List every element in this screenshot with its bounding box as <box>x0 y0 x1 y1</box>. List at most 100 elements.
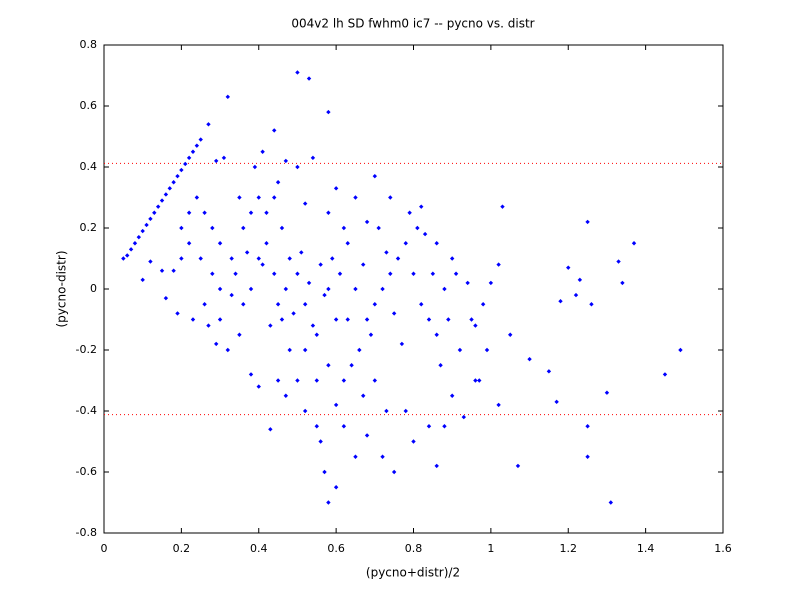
point <box>438 363 443 368</box>
point <box>248 210 254 215</box>
point <box>585 219 590 225</box>
point <box>341 424 347 429</box>
point <box>159 268 165 273</box>
point <box>175 311 180 316</box>
point <box>411 439 416 444</box>
point <box>318 439 323 444</box>
point <box>391 469 397 475</box>
point <box>310 155 316 161</box>
point <box>302 408 308 414</box>
point <box>272 195 277 200</box>
point <box>302 201 308 206</box>
point <box>241 225 246 231</box>
point <box>275 378 281 383</box>
point <box>585 424 590 429</box>
point <box>140 228 145 234</box>
point <box>155 204 161 209</box>
point <box>260 149 265 154</box>
point <box>272 271 277 276</box>
point <box>341 378 347 383</box>
point <box>589 302 594 307</box>
point <box>434 241 439 246</box>
point <box>248 286 254 292</box>
point <box>314 378 319 383</box>
y-tick-label: -0.4 <box>76 404 97 417</box>
point <box>248 372 254 377</box>
x-tick-label: 1.4 <box>637 542 655 555</box>
point <box>604 390 610 395</box>
point <box>442 286 447 292</box>
point <box>380 286 385 292</box>
plot-frame <box>103 44 724 534</box>
point <box>306 76 312 81</box>
point <box>496 262 501 267</box>
point <box>318 262 323 267</box>
point <box>152 210 157 215</box>
x-tick-label: 0 <box>101 542 108 555</box>
point <box>241 302 246 307</box>
chart-title: 004v2 lh SD fwhm0 ic7 -- pycno vs. distr <box>291 17 534 31</box>
point <box>252 164 258 170</box>
point <box>295 378 300 383</box>
point <box>121 256 126 261</box>
point <box>326 363 331 368</box>
point <box>388 195 393 200</box>
point <box>136 234 142 240</box>
x-tick-label: 0.2 <box>173 542 191 555</box>
point <box>500 204 505 209</box>
point <box>384 408 389 414</box>
point <box>206 323 211 328</box>
point <box>361 262 366 267</box>
point <box>465 280 470 286</box>
point <box>608 500 614 505</box>
point <box>194 143 200 148</box>
y-tick-label: -0.6 <box>76 465 97 478</box>
point <box>558 299 563 304</box>
point <box>210 271 215 276</box>
point <box>283 286 289 292</box>
point <box>515 463 521 469</box>
point <box>403 408 408 414</box>
point <box>272 128 277 133</box>
y-axis-label: (pycno-distr) <box>55 250 69 327</box>
point <box>179 225 184 231</box>
point <box>411 271 416 276</box>
point <box>179 167 184 173</box>
point <box>310 323 316 328</box>
point <box>287 347 292 353</box>
point <box>333 186 339 191</box>
point <box>430 271 436 276</box>
x-tick-label: 0.6 <box>327 542 345 555</box>
point <box>337 271 343 276</box>
point <box>260 262 265 267</box>
point <box>419 204 424 209</box>
point <box>434 332 439 337</box>
point <box>422 231 428 237</box>
y-tick-label: -0.8 <box>76 526 97 539</box>
point <box>295 271 300 276</box>
point <box>546 369 552 374</box>
point <box>190 149 196 154</box>
point <box>213 341 219 347</box>
point <box>237 332 242 337</box>
point <box>434 463 439 469</box>
point <box>256 384 261 389</box>
point <box>237 195 242 200</box>
point <box>302 302 308 307</box>
y-tick-label: 0.8 <box>80 38 98 51</box>
point <box>349 363 354 368</box>
point <box>198 137 203 142</box>
point <box>322 469 327 475</box>
point <box>449 256 455 261</box>
point <box>268 323 273 328</box>
point <box>620 280 625 286</box>
point <box>380 454 385 459</box>
point <box>275 180 281 185</box>
point <box>426 424 432 429</box>
point <box>198 256 203 261</box>
point <box>419 302 424 307</box>
point <box>488 280 494 286</box>
point <box>484 347 490 353</box>
point <box>330 256 335 261</box>
point <box>345 317 350 322</box>
